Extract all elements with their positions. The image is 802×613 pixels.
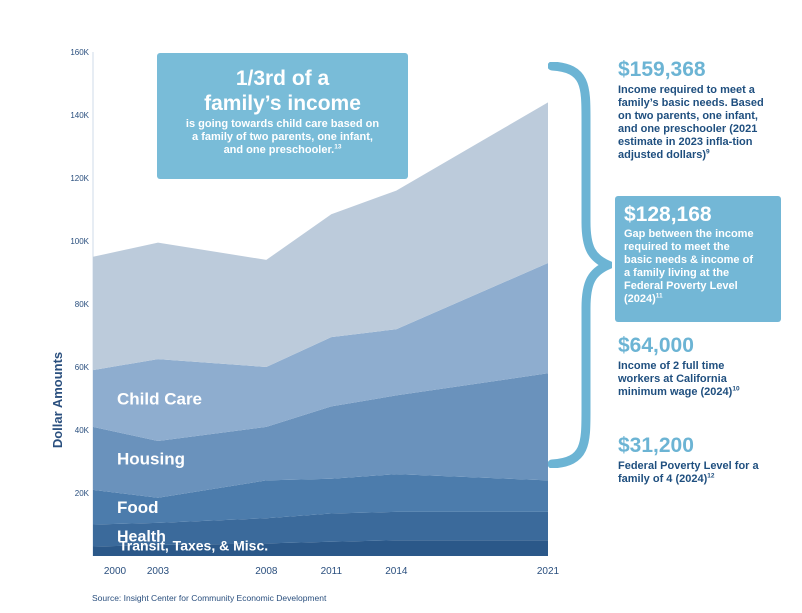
x-tick-label: 2014 — [385, 566, 408, 577]
x-tick-label: 2021 — [537, 566, 560, 577]
y-tick-label: 40K — [75, 426, 90, 435]
stat-amount: $31,200 — [618, 434, 694, 457]
stat-amount: $159,368 — [618, 58, 706, 81]
stat-min-wage: $64,000 Income of 2 full time workers at… — [618, 333, 788, 399]
area-food — [93, 474, 548, 525]
source-note: Source: Insight Center for Community Eco… — [92, 593, 327, 603]
stat-description: Income required to meet a family’s basic… — [618, 84, 764, 161]
x-tick-label: 2011 — [321, 566, 343, 577]
area-health — [93, 511, 548, 547]
callout-headline-2: family’s income — [204, 92, 361, 115]
area-child-care — [93, 263, 548, 441]
x-tick-label: 2008 — [255, 566, 278, 577]
stat-basic-needs: $159,368 Income required to meet a famil… — [618, 57, 788, 162]
stat-amount: $128,168 — [624, 203, 712, 226]
stacked-area-chart: 20K 40K 60K 80K 100K 120K 140K 160K Transit, Ta… — [50, 48, 560, 577]
layer-label: Transit, Taxes, & Misc. — [119, 538, 268, 554]
y-tick-label: 120K — [70, 174, 89, 183]
stat-poverty-level: $31,200 Federal Poverty Level for a fami… — [618, 433, 788, 486]
area-layers — [93, 102, 548, 556]
child-care-callout: 1/3rd of a family’s income is going towa… — [157, 53, 408, 179]
callout-text: is going towards child care based on a f… — [185, 118, 380, 156]
area-housing — [93, 373, 548, 498]
y-tick-label: 160K — [70, 48, 89, 57]
callout-footnote: 13 — [334, 143, 342, 151]
y-tick-label: 80K — [75, 300, 90, 309]
layer-label: Housing — [117, 449, 185, 468]
x-tick-label: 2003 — [147, 566, 170, 577]
stat-description: Income of 2 full time workers at Califor… — [618, 360, 740, 398]
stat-amount: $64,000 — [618, 334, 694, 357]
y-tick-label: 100K — [70, 237, 89, 246]
callout-headline-1: 1/3rd of a — [235, 67, 330, 90]
stat-description: Gap between the income required to meet … — [624, 228, 754, 305]
area-total-basic-needs — [93, 102, 548, 371]
y-tick-label: 140K — [70, 111, 89, 120]
stat-description: Federal Poverty Level for a family of 4 … — [618, 460, 759, 485]
curly-brace-icon — [548, 62, 612, 468]
y-tick-label: 60K — [75, 363, 90, 372]
layer-labels: Transit, Taxes, & Misc.Health Food Housing… — [117, 390, 268, 554]
x-tick-label: 2000 — [104, 566, 127, 577]
area-transit-taxes-misc — [93, 540, 548, 556]
y-tick-label: 20K — [75, 489, 90, 498]
layer-label: Health — [117, 529, 166, 546]
stat-gap-box: $128,168 Gap between the income required… — [615, 196, 781, 322]
layer-label: Child Care — [117, 390, 202, 409]
x-axis-ticks: 2000 2003 2008 2011 2014 2021 — [104, 566, 560, 577]
y-axis-label: Dollar Amounts — [50, 352, 65, 448]
layer-label: Food — [117, 498, 159, 517]
y-axis-ticks: 20K 40K 60K 80K 100K 120K 140K 160K — [70, 48, 89, 498]
